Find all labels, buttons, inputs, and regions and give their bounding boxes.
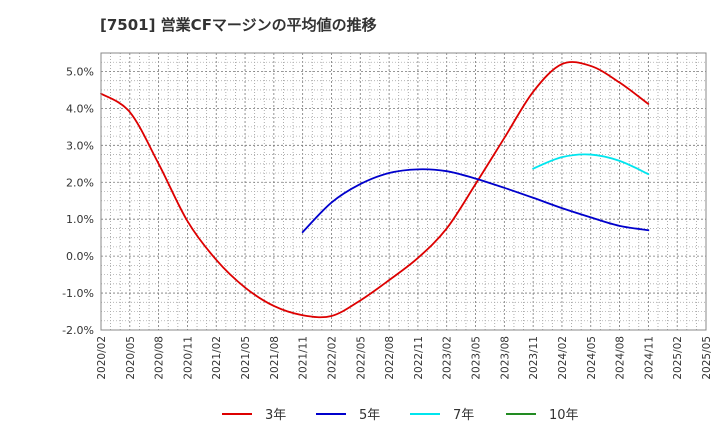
x-tick-label: 2025/02 xyxy=(672,336,684,380)
x-tick-label: 2020/11 xyxy=(182,336,194,380)
y-tick-label: 2.0% xyxy=(66,176,94,189)
series-group xyxy=(100,61,650,319)
series-2-line xyxy=(532,153,650,176)
x-tick-label: 2022/02 xyxy=(326,336,338,380)
x-tick-label: 2020/08 xyxy=(154,336,166,380)
x-tick-label: 2021/11 xyxy=(298,336,310,380)
x-tick-label: 2022/08 xyxy=(384,336,396,380)
x-tick-label: 2024/02 xyxy=(557,336,569,380)
y-tick-label: -2.0% xyxy=(62,324,94,337)
x-tick-label: 2021/02 xyxy=(211,336,223,380)
x-tick-label: 2020/05 xyxy=(125,336,137,380)
y-tick-label: 1.0% xyxy=(66,213,94,226)
series-0-line xyxy=(100,61,650,319)
legend: 3年 5年 7年 10年 xyxy=(222,408,579,423)
x-tick-label: 2024/11 xyxy=(643,336,655,380)
x-tick-label: 2022/11 xyxy=(413,336,425,380)
y-tick-label: 0.0% xyxy=(66,250,94,263)
plot-border xyxy=(100,52,707,331)
x-tick-label: 2023/08 xyxy=(499,336,511,380)
x-axis: 2020/02 2020/05 2020/08 2020/11 2021/02 2021/… xyxy=(96,336,713,380)
x-tick-label: 2024/05 xyxy=(586,336,598,380)
legend-label-2: 7年 xyxy=(453,408,474,423)
y-tick-label: 4.0% xyxy=(66,102,94,115)
y-tick-label: 5.0% xyxy=(66,65,94,78)
x-tick-label: 2023/02 xyxy=(442,336,454,380)
legend-label-1: 5年 xyxy=(359,408,380,423)
legend-label-0: 3年 xyxy=(265,408,286,423)
x-tick-label: 2025/05 xyxy=(701,336,713,380)
x-tick-label: 2023/11 xyxy=(528,336,540,380)
y-tick-label: -1.0% xyxy=(62,287,94,300)
series-1-line xyxy=(301,168,650,234)
legend-label-3: 10年 xyxy=(549,408,579,423)
x-tick-label: 2023/05 xyxy=(471,336,483,380)
chart-title: [7501] 営業CFマージンの平均値の推移 xyxy=(100,16,377,34)
x-tick-label: 2024/08 xyxy=(615,336,627,380)
x-tick-label: 2021/05 xyxy=(240,336,252,380)
y-axis: -2.0% -1.0% 0.0% 1.0% 2.0% 3.0% 4.0% 5.0% xyxy=(62,65,94,337)
x-tick-label: 2022/05 xyxy=(355,336,367,380)
y-tick-label: 3.0% xyxy=(66,139,94,152)
x-tick-label: 2020/02 xyxy=(96,336,108,380)
x-tick-label: 2021/08 xyxy=(269,336,281,380)
